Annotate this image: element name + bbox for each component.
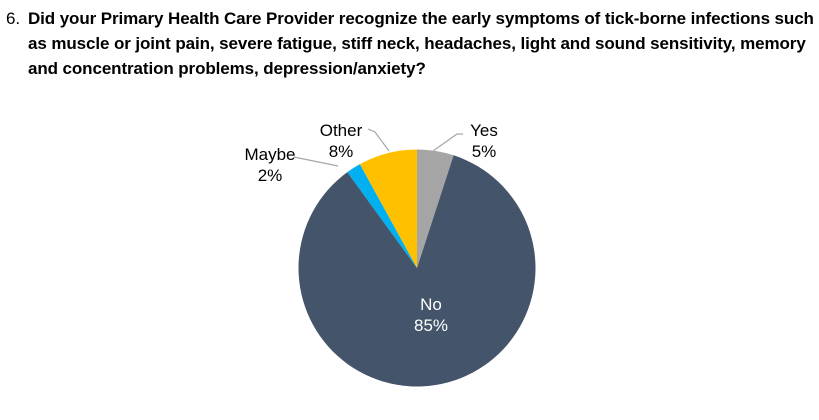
pie-label-no: No 85%: [389, 294, 473, 336]
pie-label-other: Other 8%: [308, 120, 374, 162]
pie-label-yes: Yes 5%: [454, 120, 514, 162]
question-number: 6.: [6, 9, 20, 28]
pie-label-other-text: Other: [319, 121, 363, 140]
pie-slice-maybe: [347, 164, 417, 268]
pie-label-no-pct: 85%: [413, 316, 449, 335]
pie-slice-no: [298, 155, 536, 387]
leader-line-other: [367, 128, 390, 152]
pie-label-maybe-pct: 2%: [257, 166, 283, 185]
pie-slice-other: [359, 149, 417, 268]
leader-line-maybe: [293, 156, 339, 167]
pie-label-maybe-text: Maybe: [244, 145, 296, 164]
pie-label-other-pct: 8%: [328, 142, 354, 161]
pie-label-maybe: Maybe 2%: [236, 144, 304, 186]
pie-label-yes-pct: 5%: [471, 142, 497, 161]
pie-label-no-text: No: [420, 295, 442, 314]
question: 6. Did your Primary Health Care Provider…: [6, 6, 818, 81]
pie-label-yes-text: Yes: [470, 121, 498, 140]
leader-line-yes: [432, 133, 463, 152]
question-text: Did your Primary Health Care Provider re…: [28, 9, 814, 78]
pie-slice-yes: [417, 149, 454, 268]
